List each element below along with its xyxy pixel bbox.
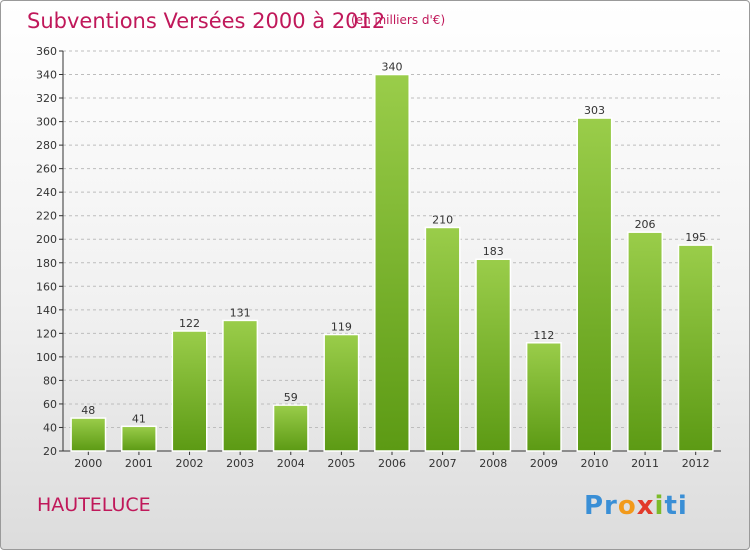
data-label: 195 [685, 231, 706, 244]
data-label: 112 [533, 329, 554, 342]
bar [424, 226, 461, 452]
bar [323, 333, 360, 452]
bar [272, 404, 309, 452]
y-tick-label: 140 [36, 304, 57, 317]
y-tick-label: 200 [36, 233, 57, 246]
y-tick-label: 360 [36, 45, 57, 58]
y-tick-label: 160 [36, 280, 57, 293]
y-tick-label: 100 [36, 351, 57, 364]
bar [525, 342, 562, 452]
logo-part: o [617, 491, 637, 521]
y-tick-label: 320 [36, 92, 57, 105]
bar [374, 73, 410, 452]
data-label: 48 [81, 404, 95, 417]
y-tick-label: 60 [43, 398, 57, 411]
logo-part: Pr [584, 491, 618, 521]
y-tick-label: 280 [36, 139, 57, 152]
x-tick-label: 2001 [125, 457, 153, 470]
unit-note: (en milliers d'€) [351, 13, 446, 27]
y-tick-label: 240 [36, 186, 57, 199]
x-tick-label: 2011 [631, 457, 659, 470]
logo-part: ti [664, 491, 688, 521]
x-tick-label: 2004 [277, 457, 305, 470]
x-tick-label: 2010 [580, 457, 608, 470]
x-tick-label: 2006 [378, 457, 406, 470]
bar [627, 231, 664, 452]
bar [120, 425, 157, 452]
bar [677, 244, 714, 452]
x-tick-label: 2003 [226, 457, 254, 470]
y-tick-label: 80 [43, 374, 57, 387]
data-label: 340 [382, 61, 403, 74]
x-tick-label: 2000 [74, 457, 102, 470]
bar [70, 417, 107, 452]
x-tick-label: 2002 [176, 457, 204, 470]
y-tick-label: 20 [43, 445, 57, 458]
y-tick-label: 180 [36, 257, 57, 270]
logo-part: x [636, 491, 655, 521]
x-tick-label: 2009 [530, 457, 558, 470]
bar [171, 330, 208, 452]
bars [70, 73, 714, 452]
data-label: 131 [230, 306, 251, 319]
y-tick-label: 260 [36, 163, 57, 176]
bar [576, 117, 613, 452]
x-tick-label: 2008 [479, 457, 507, 470]
bar [222, 319, 259, 452]
commune-name: HAUTELUCE [37, 494, 151, 516]
data-label: 119 [331, 321, 352, 334]
y-tick-label: 40 [43, 421, 57, 434]
labels: 48 2000 41 2001 122 2002 131 2003 59 2004 119 2005 3… [74, 61, 709, 470]
y-tick-label: 300 [36, 116, 57, 129]
logo-part: i [654, 491, 665, 521]
x-tick-label: 2005 [327, 457, 355, 470]
y-tick-label: 340 [36, 69, 57, 82]
data-label: 41 [132, 412, 146, 425]
y-tick-label: 220 [36, 210, 57, 223]
y-tick-label: 120 [36, 327, 57, 340]
data-label: 210 [432, 213, 453, 226]
data-label: 122 [179, 317, 200, 330]
x-tick-label: 2007 [429, 457, 457, 470]
proxiti-logo: Proxiti [584, 491, 688, 521]
data-label: 206 [635, 218, 656, 231]
x-tick-label: 2012 [682, 457, 710, 470]
bar [475, 258, 512, 452]
chart-title: Subventions Versées 2000 à 2012 [27, 9, 386, 33]
data-label: 183 [483, 245, 504, 258]
data-label: 303 [584, 104, 605, 117]
data-label: 59 [284, 391, 298, 404]
